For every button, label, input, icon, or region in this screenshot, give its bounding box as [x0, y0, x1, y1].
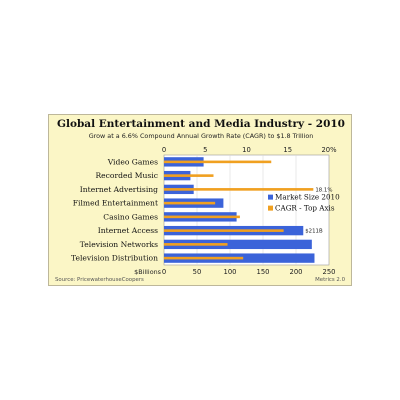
- top-tick-label: 5: [203, 146, 207, 154]
- category-label: Television Networks: [80, 240, 158, 249]
- data-label: 18.1%: [315, 187, 332, 193]
- top-tick-label: 10: [242, 146, 251, 154]
- chart-subtitle: Grow at a 6.6% Compound Annual Growth Ra…: [88, 132, 314, 140]
- legend-label: CAGR - Top Axis: [275, 204, 335, 213]
- category-label: Internet Access: [98, 226, 158, 235]
- category-label: Video Games: [107, 157, 158, 166]
- bottom-tick-label: 200: [290, 268, 303, 276]
- cagr-bar: [164, 256, 244, 260]
- bottom-tick-label: 150: [257, 268, 270, 276]
- bottom-tick-label: 100: [224, 268, 237, 276]
- cagr-bar: [164, 160, 272, 164]
- legend-marker: [268, 194, 273, 200]
- bottom-axis-label: $Billions: [134, 268, 162, 276]
- cagr-bar: [164, 229, 284, 232]
- bottom-tick-label: 50: [193, 268, 202, 276]
- category-label: Casino Games: [103, 212, 158, 221]
- category-label: Television Distribution: [71, 254, 158, 263]
- brand-note: Metrics 2.0: [315, 277, 345, 283]
- chart-card: Global Entertainment and Media Industry …: [48, 114, 352, 286]
- bottom-tick-label: 0: [162, 268, 166, 276]
- market-size-bar: [164, 239, 312, 250]
- chart-title: Global Entertainment and Media Industry …: [57, 118, 345, 130]
- cagr-bar: [164, 215, 240, 219]
- cagr-bar: [164, 174, 214, 177]
- cagr-bar: [164, 243, 228, 246]
- legend-marker: [268, 205, 273, 211]
- category-label: Recorded Music: [95, 171, 158, 180]
- cagr-bar: [164, 201, 216, 205]
- data-label: $211B: [305, 229, 323, 235]
- top-tick-label: 20%: [321, 146, 337, 154]
- bottom-tick-label: 250: [323, 268, 336, 276]
- top-tick-label: 15: [283, 146, 292, 154]
- source-note: Source: PricewaterhouseCoopers: [55, 277, 144, 283]
- legend-label: Market Size 2010: [275, 193, 340, 202]
- category-label: Internet Advertising: [80, 185, 158, 194]
- cagr-bar: [164, 188, 314, 191]
- category-label: Filmed Entertainment: [73, 199, 158, 208]
- top-tick-label: 0: [162, 146, 166, 154]
